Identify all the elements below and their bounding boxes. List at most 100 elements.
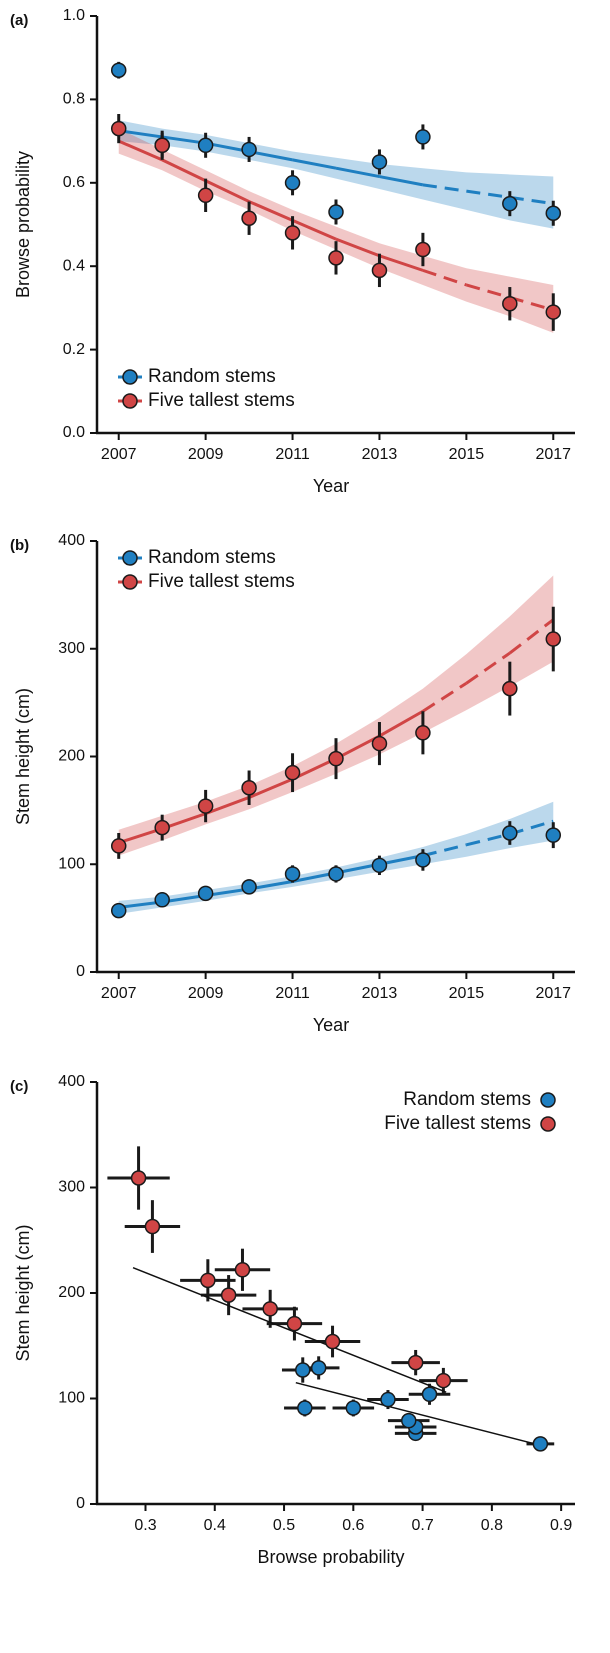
fit-line-dashed [422,268,467,287]
data-point [421,1386,438,1403]
data-point [310,1360,327,1376]
fit-line-dashed [465,651,511,685]
fit-line [378,254,424,272]
data-point [284,866,301,882]
fit-line [118,139,163,162]
panel-label: (b) [10,537,29,554]
data-point [545,631,562,647]
x-tick-label: 0.3 [134,1517,156,1534]
legend-label: Random stems [403,1089,531,1110]
data-point [324,1333,341,1350]
fit-line [248,200,294,222]
data-point [415,725,431,741]
fit-line-dashed [509,296,554,312]
fit-line-dashed [509,195,554,206]
y-tick-label: 0.2 [63,341,85,358]
y-axis-title: Browse probability [13,151,33,298]
x-tick-label: 2009 [188,985,224,1002]
data-point [415,852,431,868]
y-tick-label: 100 [58,1390,85,1407]
data-point [345,1400,362,1416]
data-point [371,154,388,170]
fit-line [205,796,250,816]
fit-line [161,158,207,183]
y-tick-label: 0.4 [63,257,85,274]
data-point [144,1218,161,1235]
data-point [154,892,170,908]
data-point [545,827,562,843]
data-point [328,204,344,220]
data-point [110,120,127,137]
fit-line [118,900,163,909]
x-axis-title: Year [313,1015,349,1035]
data-point [380,1391,396,1408]
fit-line-dashed [465,283,511,299]
data-point [284,225,301,241]
regression-line [132,1266,447,1393]
fit-line [335,166,380,179]
y-tick-label: 400 [58,1073,85,1090]
data-point [197,798,214,814]
data-point [110,838,127,854]
fit-line-dashed [466,189,511,199]
x-tick-label: 2017 [535,985,571,1002]
legend-label: Random stems [148,366,276,387]
data-point [435,1372,452,1389]
data-point [130,1170,147,1186]
fit-line [335,237,380,258]
legend-label: Five tallest stems [148,390,295,411]
fit-line [248,777,294,799]
data-point [328,250,344,266]
x-tick-label: 2013 [362,985,398,1002]
y-axis-title: Stem height (cm) [13,1224,33,1361]
data-point [154,137,170,154]
data-point [241,779,257,796]
data-point [502,295,518,312]
fit-line [248,150,293,162]
x-tick-label: 2011 [275,446,310,463]
data-point [286,1315,303,1332]
regression-line [295,1381,540,1446]
x-tick-label: 2015 [449,446,485,463]
y-tick-label: 0.0 [63,424,85,441]
x-tick-label: 2017 [535,446,571,463]
legend-label: Five tallest stems [148,571,295,592]
fit-line [291,757,337,781]
data-point [110,62,127,78]
x-tick-label: 2015 [449,985,485,1002]
data-point [532,1436,549,1452]
data-point [502,195,518,212]
data-point [407,1354,424,1371]
legend-label: Random stems [148,547,276,568]
data-point [197,187,214,204]
legend-marker [122,574,138,590]
fit-line [161,135,206,145]
legend-marker [122,369,138,385]
data-point [400,1412,417,1429]
legend-marker [122,393,138,409]
legend-marker [540,1116,556,1132]
y-tick-label: 200 [58,748,85,765]
fit-line [204,179,250,203]
fit-line-dashed [422,681,468,713]
data-point [415,241,431,258]
panel-label: (c) [10,1078,28,1095]
legend-marker [122,550,138,566]
data-point [284,175,301,191]
fit-line-dashed [508,618,555,655]
data-point [545,205,562,221]
fit-line [292,158,337,170]
x-tick-label: 0.5 [273,1517,295,1534]
y-tick-label: 0.6 [63,174,85,191]
x-tick-label: 0.8 [481,1517,503,1534]
fit-line-dashed [422,843,467,858]
y-axis-title: Stem height (cm) [13,688,33,825]
x-axis-title: Year [313,476,349,496]
data-point [294,1362,311,1378]
data-point [110,902,127,919]
data-point [545,304,562,320]
fit-line-dashed [466,832,511,847]
data-point [197,885,214,902]
data-point [371,857,388,874]
confidence-band [118,128,554,333]
